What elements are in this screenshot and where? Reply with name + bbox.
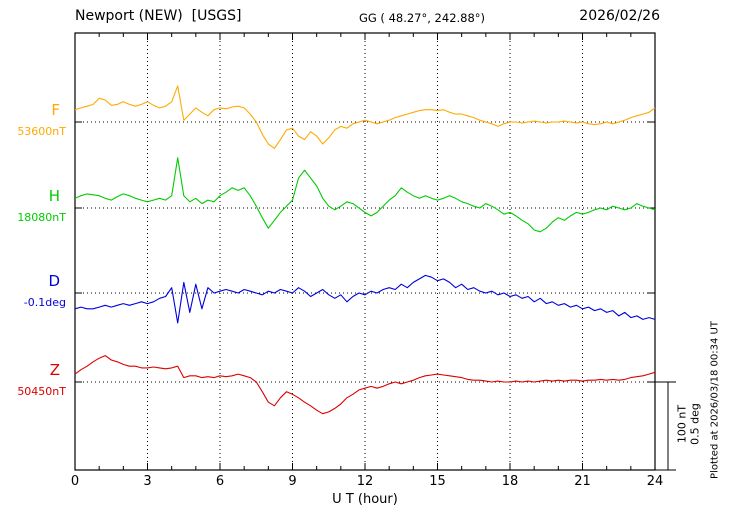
x-tick-label-6: 6 bbox=[215, 474, 225, 489]
series-baseline-D: -0.1deg bbox=[23, 296, 66, 309]
x-tick-label-3: 3 bbox=[143, 474, 152, 489]
scale-bar bbox=[655, 381, 676, 471]
plot-grid bbox=[74, 33, 656, 470]
series-letter-D: D bbox=[48, 272, 60, 290]
plotted-timestamp: Plotted at 2026/03/18 00:34 UT bbox=[709, 321, 721, 479]
scale-bar-deg-label: 0.5 deg bbox=[688, 403, 702, 445]
geographic-coordinates: GG ( 48.27°, 242.88°) bbox=[358, 11, 486, 25]
series-letter-H: H bbox=[48, 187, 60, 205]
x-tick-label-21: 21 bbox=[574, 474, 591, 489]
series-baseline-F: 53600nT bbox=[17, 125, 66, 138]
x-tick-label-0: 0 bbox=[70, 474, 80, 489]
x-tick-label-18: 18 bbox=[501, 474, 519, 489]
plot-date: 2026/02/26 bbox=[579, 8, 660, 24]
series-baseline-Z: 50450nT bbox=[17, 385, 66, 398]
series-baseline-H: 18080nT bbox=[17, 211, 66, 224]
x-tick-label-9: 9 bbox=[288, 474, 297, 489]
x-tick-label-15: 15 bbox=[429, 474, 446, 489]
trace-H bbox=[74, 157, 656, 233]
x-axis-label: U T (hour) bbox=[332, 492, 398, 507]
scale-bar-nt-label: 100 nT bbox=[675, 404, 689, 444]
trace-D bbox=[74, 274, 656, 324]
series-letter-F: F bbox=[51, 101, 60, 119]
trace-Z bbox=[74, 355, 656, 415]
series-letter-Z: Z bbox=[49, 361, 60, 379]
x-tick-label-24: 24 bbox=[646, 474, 664, 489]
trace-F bbox=[74, 85, 656, 149]
x-tick-label-12: 12 bbox=[356, 474, 374, 489]
plot-frame bbox=[74, 32, 656, 471]
station-title: Newport (NEW) [USGS] bbox=[75, 8, 242, 24]
